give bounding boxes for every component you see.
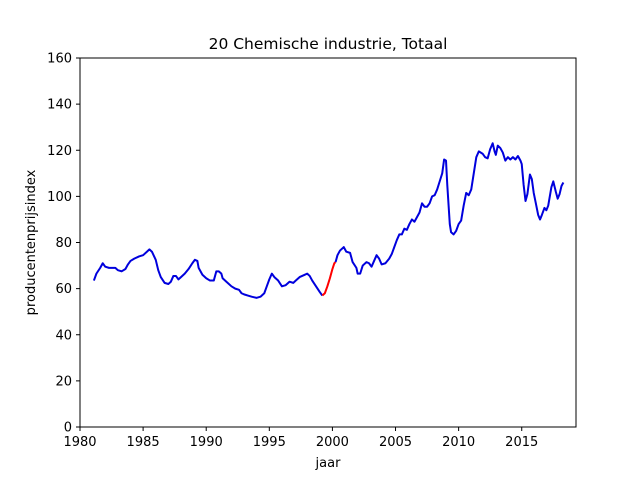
y-tick-label: 160 — [47, 52, 72, 67]
y-tick-label: 20 — [55, 374, 72, 389]
y-tick-label: 60 — [55, 282, 72, 297]
x-axis: 1980 1985 1990 1995 2000 2005 2010 2015 — [63, 427, 538, 450]
y-tick-label: 140 — [47, 98, 72, 113]
x-tick-label: 2005 — [379, 435, 412, 450]
x-tick-label: 2000 — [316, 435, 349, 450]
x-tick-label: 1995 — [253, 435, 286, 450]
x-tick-label: 1985 — [127, 435, 160, 450]
x-tick-label: 2015 — [505, 435, 538, 450]
series-line-3 — [334, 142, 565, 275]
chart-title: 20 Chemische industrie, Totaal — [209, 35, 448, 53]
x-tick-label: 1980 — [63, 435, 96, 450]
x-tick-label: 1990 — [190, 435, 223, 450]
series-layer — [92, 142, 565, 299]
y-tick-label: 80 — [55, 236, 72, 251]
series-line-1 — [92, 248, 324, 299]
y-tick-label: 100 — [47, 190, 72, 205]
y-tick-label: 120 — [47, 144, 72, 159]
y-tick-label: 0 — [64, 421, 72, 436]
y-axis: 0 20 40 60 80 100 120 140 160 — [47, 52, 80, 436]
y-axis-label: producentenprijsindex — [24, 169, 39, 315]
x-tick-label: 2010 — [442, 435, 475, 450]
y-tick-label: 40 — [55, 328, 72, 343]
x-axis-label: jaar — [315, 456, 342, 471]
series-line-2 — [321, 261, 337, 297]
